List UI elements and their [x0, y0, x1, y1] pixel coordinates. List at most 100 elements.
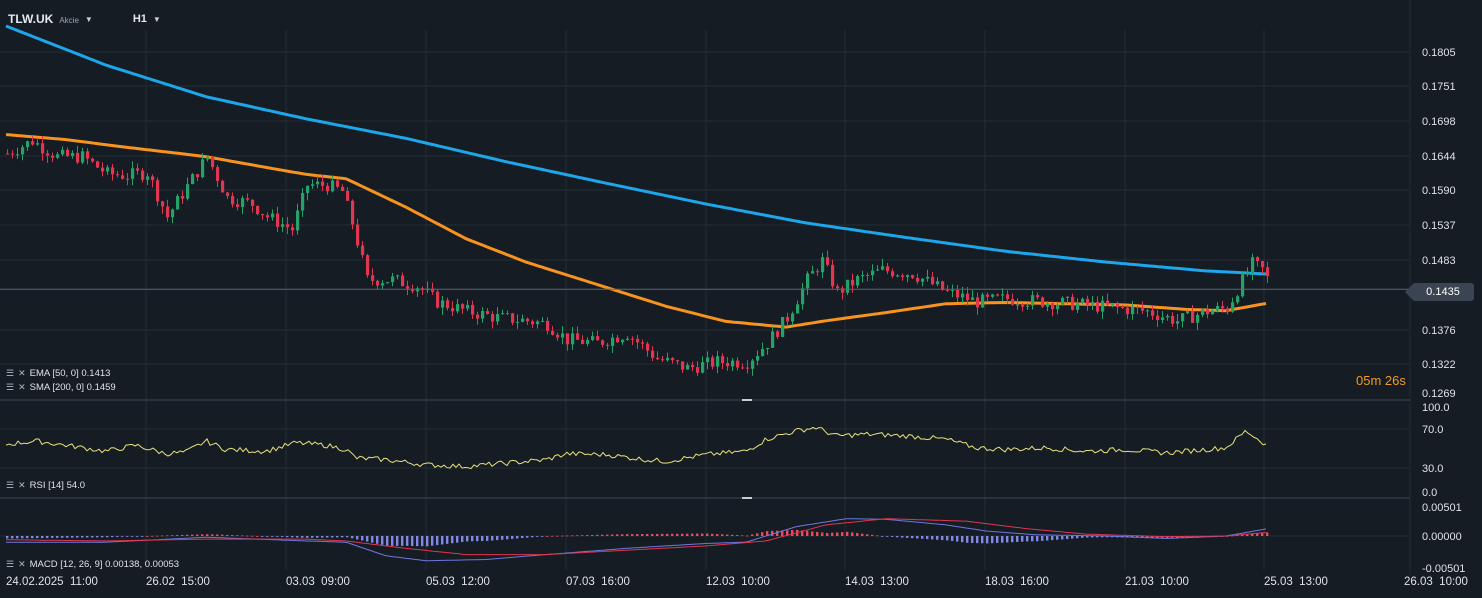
candle-body	[886, 266, 890, 272]
macd-hist-bar	[316, 536, 319, 538]
candle-body	[226, 192, 230, 196]
indicator-close-icon[interactable]: ✕	[18, 382, 26, 392]
time-axis[interactable]: 24.02.2025 11:00 26.02 15:00 03.03 09:00…	[6, 576, 1468, 588]
macd-hist-bar	[1091, 536, 1094, 538]
macd-hist-bar	[11, 536, 14, 539]
macd-hist-bar	[1156, 536, 1159, 538]
macd-hist-bar	[96, 536, 99, 538]
candle-body	[131, 168, 135, 179]
candle-body	[371, 275, 375, 281]
candle-body	[206, 156, 210, 160]
macd-tick: 0.00000	[1422, 531, 1462, 543]
indicator-close-icon[interactable]: ✕	[18, 368, 26, 378]
macd-pane[interactable]	[6, 518, 1269, 562]
candle-body	[336, 180, 340, 187]
macd-hist-bar	[1081, 536, 1084, 538]
candle-body	[981, 294, 985, 308]
pane-separators[interactable]	[0, 399, 1410, 499]
price-tick: 0.1590	[1422, 185, 1456, 197]
macd-hist-bar	[961, 536, 964, 543]
timeframe-selector[interactable]: H1	[132, 13, 147, 25]
macd-hist-bar	[1001, 536, 1004, 543]
candle-body	[376, 280, 380, 286]
macd-hist-bar	[51, 536, 54, 538]
candle-body	[246, 198, 250, 200]
macd-hist-bar	[236, 535, 239, 537]
macd-hist-bar	[86, 536, 89, 538]
macd-hist-bar	[981, 536, 984, 544]
price-pane[interactable]	[0, 24, 1410, 376]
candle-body	[481, 311, 485, 319]
macd-hist-bar	[141, 536, 144, 537]
price-scale[interactable]: 0.1805 0.1751 0.1698 0.1644 0.1590 0.153…	[1422, 47, 1456, 400]
price-tick: 0.1698	[1422, 116, 1456, 128]
candle-body	[241, 198, 245, 208]
candle-body	[381, 283, 385, 286]
macd-hist-bar	[1031, 536, 1034, 542]
macd-hist-bar	[786, 530, 789, 536]
indicator-menu-icon[interactable]: ☰	[6, 368, 15, 378]
candle-body	[156, 180, 160, 202]
candle-body	[291, 227, 295, 231]
candle-body	[1251, 257, 1255, 273]
macd-hist-bar	[1141, 536, 1144, 538]
macd-hist-bar	[341, 536, 344, 538]
indicator-close-icon[interactable]: ✕	[18, 480, 26, 490]
macd-hist-bar	[726, 534, 729, 536]
candle-body	[166, 206, 170, 218]
macd-hist-bar	[666, 533, 669, 536]
candle-body	[176, 195, 180, 210]
rsi-pane[interactable]	[5, 426, 1267, 470]
macd-hist-bar	[106, 536, 109, 538]
macd-hist-bar	[576, 535, 579, 537]
symbol-name[interactable]: TLW.UK	[8, 12, 54, 26]
candle-body	[261, 214, 265, 216]
candle-body	[1146, 310, 1150, 312]
timeframe-dropdown-icon[interactable]: ▼	[152, 14, 161, 24]
candle-body	[636, 338, 640, 343]
candle-body	[591, 336, 595, 341]
rsi-tick: 70.0	[1422, 424, 1443, 436]
candle-body	[496, 314, 500, 322]
separator-handle-1[interactable]	[742, 399, 752, 401]
macd-hist-bar	[411, 536, 414, 547]
macd-hist-bar	[511, 536, 514, 539]
candle-body	[316, 181, 320, 185]
candle-body	[1161, 317, 1165, 321]
macd-hist-bar	[976, 536, 979, 544]
candle-body	[16, 154, 20, 156]
candle-body	[171, 209, 175, 218]
indicator-menu-icon[interactable]: ☰	[6, 382, 15, 392]
macd-hist-bar	[686, 533, 689, 536]
candle-body	[1026, 305, 1030, 307]
symbol-dropdown-icon[interactable]: ▼	[84, 14, 93, 24]
candle-body	[1191, 311, 1195, 323]
macd-hist-bar	[391, 536, 394, 546]
candle-body	[701, 362, 705, 373]
separator-handle-2[interactable]	[742, 497, 752, 499]
macd-hist-bar	[1101, 536, 1104, 538]
macd-hist-bar	[526, 536, 529, 538]
macd-hist-bar	[436, 536, 439, 546]
macd-hist-bar	[41, 536, 44, 539]
macd-hist-bar	[856, 533, 859, 536]
candle-body	[816, 271, 820, 273]
indicator-close-icon[interactable]: ✕	[18, 559, 26, 569]
macd-hist-bar	[731, 534, 734, 536]
macd-hist-bar	[241, 535, 244, 537]
macd-hist-bar	[816, 531, 819, 536]
candle-body	[891, 271, 895, 277]
candle-body	[266, 215, 270, 218]
macd-hist-bar	[1246, 534, 1249, 536]
candle-body	[976, 297, 980, 308]
candle-body	[551, 330, 555, 335]
candle-body	[331, 180, 335, 192]
indicator-menu-icon[interactable]: ☰	[6, 480, 15, 490]
candle-body	[596, 336, 600, 341]
indicator-menu-icon[interactable]: ☰	[6, 559, 15, 569]
macd-hist-bar	[826, 533, 829, 536]
macd-hist-bar	[116, 536, 119, 537]
candle-body	[1066, 296, 1070, 298]
rsi-line	[5, 426, 1267, 470]
